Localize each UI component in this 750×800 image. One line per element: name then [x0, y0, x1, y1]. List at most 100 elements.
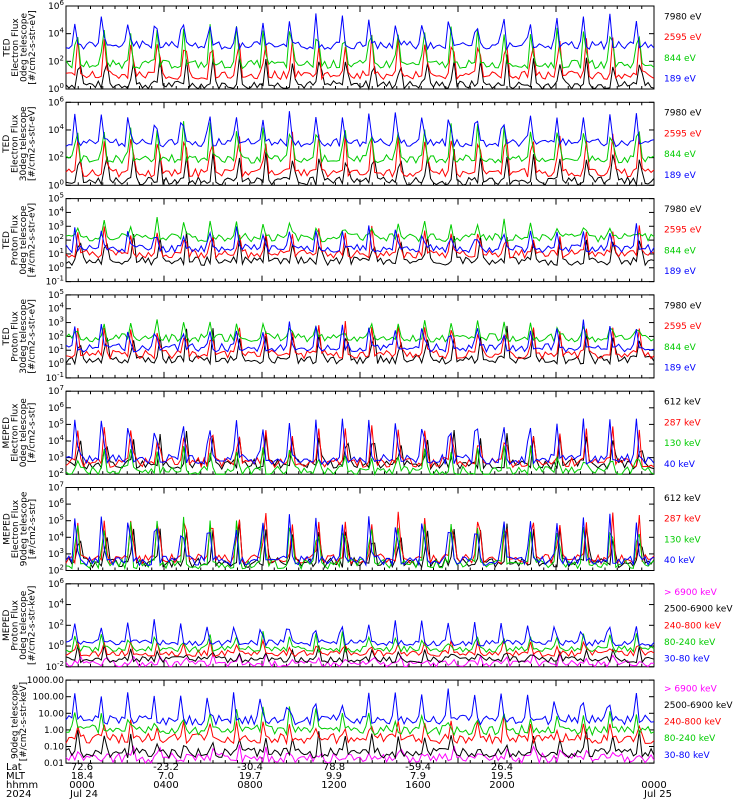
legend-label: 40 keV — [664, 460, 696, 470]
y-axis-label: MEPEDElectron Flux90deg telescope[#/cm2-… — [2, 491, 38, 566]
hhmm-value: 2000 — [489, 780, 514, 791]
mlt-value: 18.4 — [71, 771, 93, 782]
legend-label: 240-800 keV — [664, 718, 722, 728]
legend-label: 2595 eV — [664, 322, 702, 332]
y-tick-label: 101 — [48, 247, 64, 260]
y-tick-label: 100 — [48, 639, 64, 652]
series-line — [65, 713, 655, 746]
panel-6: 102 103 104 105 106 107 MEPEDElectron Flux90de… — [2, 481, 701, 577]
lat-value: -30.4 — [237, 762, 263, 773]
y-tick-label: 105 — [48, 417, 64, 430]
lat-value: 72.6 — [71, 762, 93, 773]
y-axis-label: MEPEDProton Flux0deg telescope[#/cm2-s-s… — [2, 586, 38, 665]
legend-label: 2500-6900 keV — [664, 605, 733, 615]
y-tick-label: 105 — [48, 288, 64, 301]
series-line — [65, 13, 655, 51]
series-line — [65, 325, 655, 366]
hhmm-value: 1600 — [405, 780, 430, 791]
y-tick-label: 10-1 — [46, 275, 64, 288]
legend-label: 287 keV — [664, 418, 701, 428]
legend-label: > 6900 keV — [664, 684, 718, 694]
series-line — [65, 644, 655, 664]
legend-label: 7980 eV — [664, 301, 702, 311]
y-tick-label: 100.00 — [33, 693, 65, 703]
y-tick-label: 10-2 — [46, 660, 64, 673]
lat-value: -59.4 — [405, 762, 431, 773]
series-line — [65, 520, 655, 569]
legend-label: 189 eV — [664, 364, 697, 374]
series-line — [65, 121, 655, 165]
series-line — [65, 516, 655, 571]
legend-label: 30-80 keV — [664, 751, 710, 761]
y-tick-label: 0.01 — [44, 759, 64, 769]
panel-5: 102 103 104 105 106 107 MEPEDElectron Flux0deg… — [2, 384, 701, 480]
series-line — [65, 223, 655, 254]
series-line — [65, 619, 655, 647]
mlt-value: 7.0 — [158, 771, 174, 782]
year-label: 2024 — [6, 789, 31, 800]
y-axis-label: TEDProton Flux30deg telescope[#/cm2-s-st… — [2, 299, 38, 374]
y-tick-label: 104 — [48, 530, 64, 543]
series-line — [65, 217, 655, 243]
legend-label: 189 eV — [664, 267, 697, 277]
series-line — [65, 34, 655, 81]
lat-value: -23.2 — [153, 762, 179, 773]
y-tick-label: 104 — [48, 123, 64, 136]
legend-label: 80-240 keV — [664, 638, 716, 648]
y-tick-label: 106 — [48, 0, 64, 12]
hhmm-value: 0000 — [641, 780, 666, 791]
y-axis-label: TEDProton Flux0deg telescope[#/cm2-s-str… — [2, 203, 38, 278]
x-axis-rows: Lat MLT hhmm 2024 72.6 -23.2 -30.4 78.8 … — [6, 762, 672, 800]
legend-label: 40 keV — [664, 556, 696, 566]
series-line — [65, 638, 655, 658]
legend-label: 2500-6900 keV — [664, 701, 733, 711]
y-tick-label: 104 — [48, 205, 64, 218]
y-tick-label: 106 — [48, 577, 64, 590]
y-axis-label: TEDElectron Flux30deg telescope[#/cm2-s-… — [2, 106, 38, 181]
y-tick-label: 102 — [48, 233, 64, 246]
legend-label: 240-800 keV — [664, 621, 722, 631]
y-tick-label: 107 — [48, 384, 64, 397]
hhmm-value: 0800 — [237, 780, 262, 791]
series-line — [65, 131, 655, 179]
series-line — [65, 688, 655, 727]
lat-value: 78.8 — [323, 762, 345, 773]
y-tick-label: 10.00 — [38, 709, 64, 719]
series-line — [65, 54, 655, 91]
series-line — [65, 320, 655, 360]
mlt-value: 19.5 — [491, 771, 513, 782]
series-line — [65, 631, 655, 654]
legend-label: 612 keV — [664, 398, 701, 408]
series-line — [65, 425, 655, 469]
hhmm-value: 0000 — [69, 780, 94, 791]
series-line — [65, 319, 655, 353]
y-tick-label: 104 — [48, 434, 64, 447]
legend-label: 80-240 keV — [664, 734, 716, 744]
series-line — [65, 231, 655, 267]
series-line — [65, 511, 655, 566]
legend-label: 7980 eV — [664, 12, 702, 22]
legend-label: 844 eV — [664, 343, 697, 353]
hhmm-value: 0400 — [153, 780, 178, 791]
y-tick-label: 103 — [48, 547, 64, 560]
legend-label: 189 eV — [664, 75, 697, 85]
y-tick-label: 100 — [48, 82, 64, 95]
series-line — [65, 111, 655, 148]
y-axis-label: TEDElectron Flux0deg telescope[#/cm2-s-s… — [2, 10, 38, 85]
y-tick-label: 103 — [48, 219, 64, 232]
plot-frame — [65, 198, 655, 283]
mlt-value: 9.9 — [326, 771, 342, 782]
series-line — [65, 149, 655, 187]
series-line — [65, 744, 655, 765]
y-tick-label: 106 — [48, 401, 64, 414]
plot-frame — [65, 294, 655, 379]
hhmm-value: 1200 — [321, 780, 346, 791]
panels-group: 100 102 104 106 TEDElectron Flux0deg telesco… — [2, 0, 733, 769]
y-tick-label: 0.10 — [44, 743, 64, 753]
legend-label: > 6900 keV — [664, 588, 718, 598]
y-tick-label: 102 — [48, 151, 64, 164]
hhmm-row-label: hhmm — [6, 780, 38, 791]
series-line — [65, 729, 655, 760]
mlt-value: 19.7 — [239, 771, 261, 782]
